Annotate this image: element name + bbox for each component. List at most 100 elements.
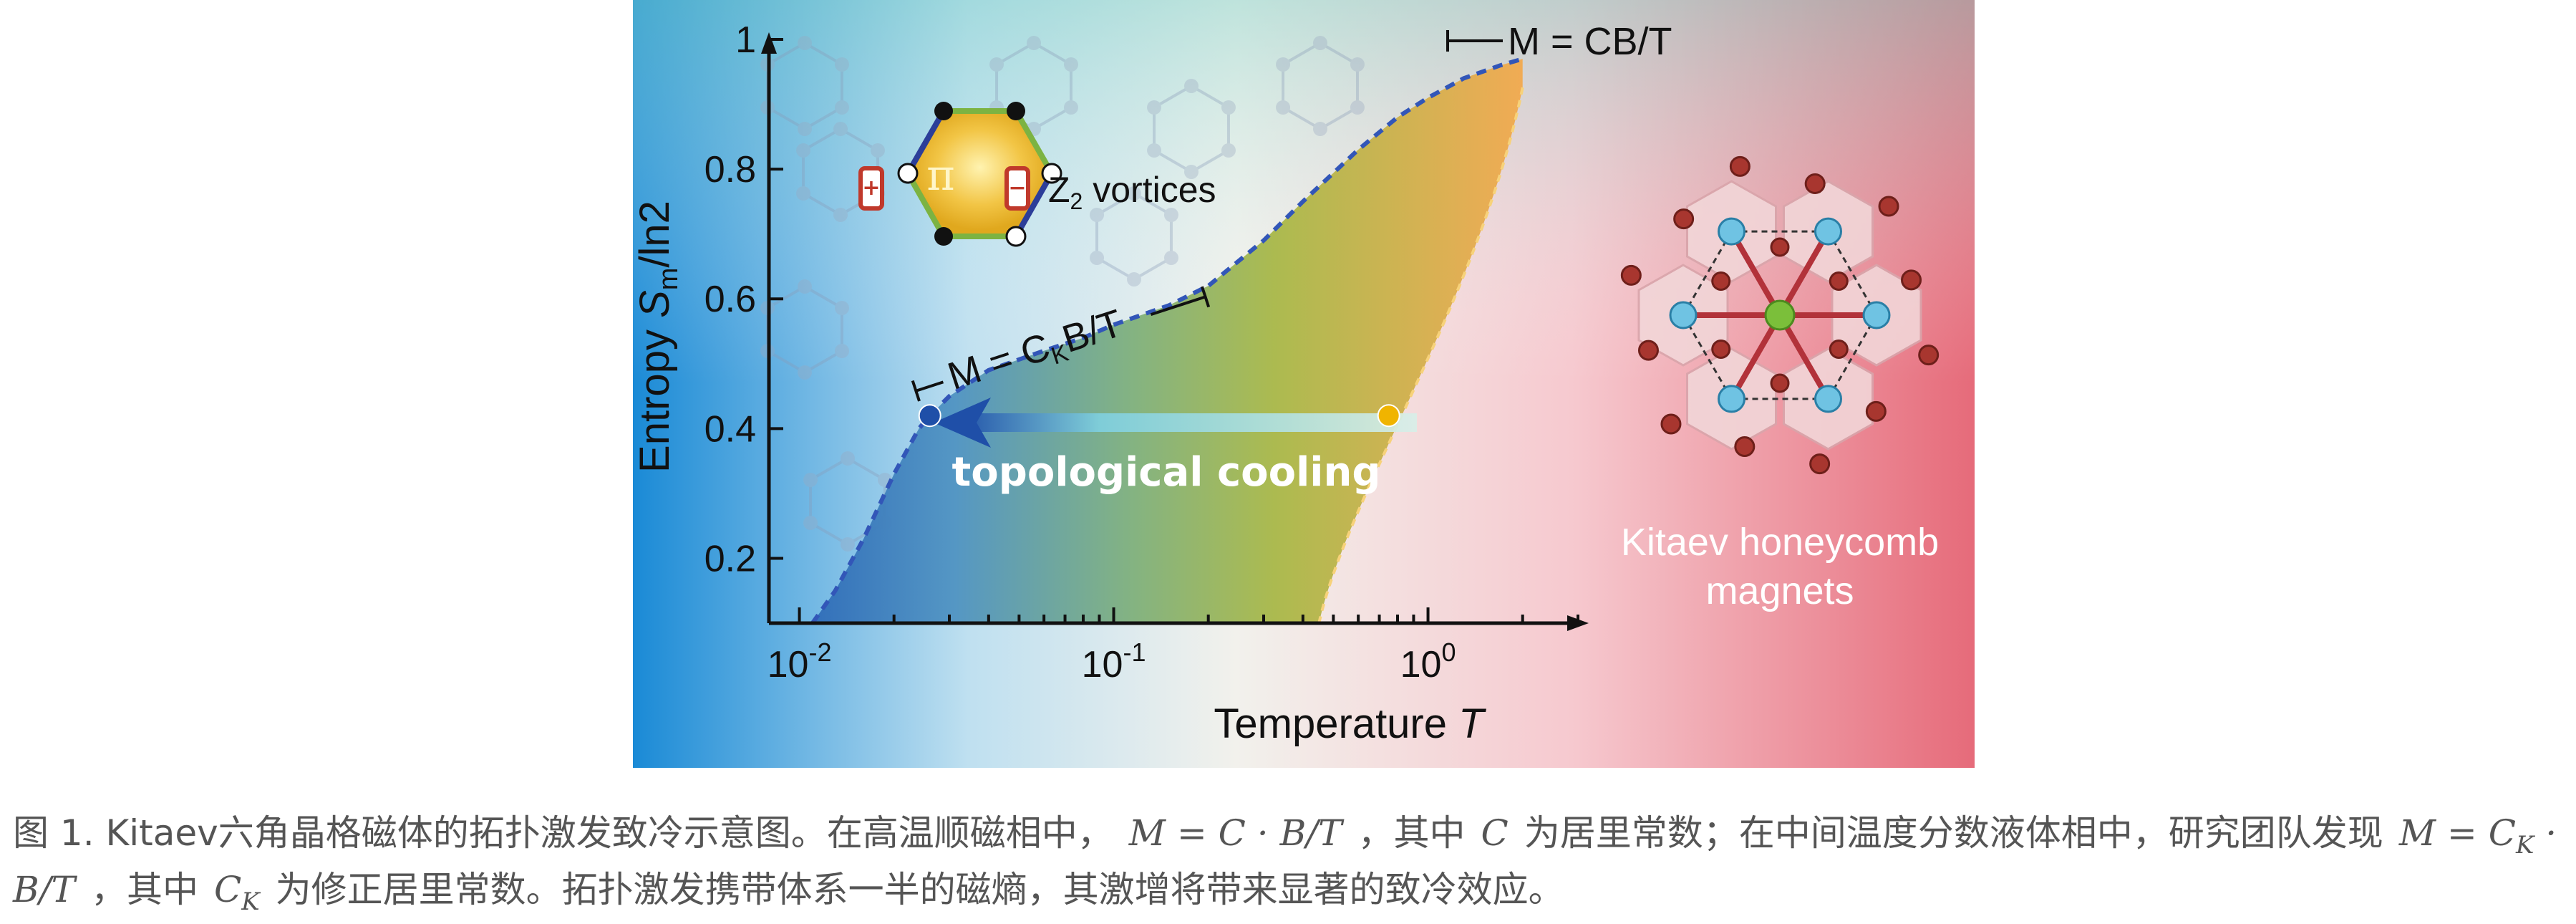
x-ticks: 10-2 10-1 100 bbox=[768, 607, 1579, 685]
lattice-site bbox=[841, 537, 855, 552]
caption-math-3-suffix: · B/T bbox=[13, 812, 2557, 910]
x-tick-base: 10 bbox=[768, 644, 809, 685]
lattice-hexagon bbox=[809, 456, 886, 547]
caption-text-2: ，其中 bbox=[1357, 812, 1466, 854]
cooling-arrow-shaft bbox=[962, 413, 1417, 432]
lattice-site bbox=[841, 451, 855, 466]
caption-math-2: C bbox=[1481, 812, 1509, 854]
hex-edge bbox=[905, 172, 946, 238]
top-curie-annotation: M = CB/T bbox=[1446, 20, 1672, 63]
caption-math-4-prefix: C bbox=[213, 869, 242, 910]
caption-text-1: 图 1. Kitaev六角晶格磁体的拓扑激发致冷示意图。在高温顺磁相中， bbox=[13, 812, 1113, 854]
x-tick-exponent: -1 bbox=[1123, 637, 1146, 667]
lattice-site-filled bbox=[1007, 102, 1025, 120]
cooling-arrow-head bbox=[934, 398, 991, 448]
metal-ion bbox=[1814, 385, 1842, 413]
lattice-site bbox=[833, 122, 848, 136]
y-axis-arrowhead bbox=[761, 32, 777, 54]
dashed-bond bbox=[1682, 314, 1733, 400]
bond bbox=[1777, 230, 1831, 317]
top-curie-label: M = CB/T bbox=[1508, 20, 1672, 63]
bond bbox=[1729, 314, 1783, 400]
ligand-atom bbox=[1711, 271, 1731, 291]
lattice-site bbox=[1027, 36, 1041, 50]
ligand-atom bbox=[1878, 196, 1899, 217]
lattice-site bbox=[1127, 186, 1141, 201]
lattice-site bbox=[834, 344, 849, 358]
bond bbox=[1777, 314, 1831, 400]
metal-ion bbox=[1718, 217, 1745, 246]
lattice-site bbox=[1221, 143, 1236, 158]
ligand-atom bbox=[1804, 173, 1826, 194]
caption-text-3: 为居里常数；在中间温度分数液体相中，研究团队发现 bbox=[1524, 812, 2383, 854]
caption-text-5: 为修正居里常数。拓扑激发携带体系一半的磁熵，其激增将带来显著的致冷效应。 bbox=[275, 869, 1564, 910]
figure: 0.2 0.4 0.6 0.8 1 10-2 10-1 100 Temperature T … bbox=[633, 0, 1975, 768]
x-tick-exponent: 0 bbox=[1441, 637, 1456, 667]
ligand-atom bbox=[1809, 453, 1831, 475]
y-tick-label: 0.6 bbox=[704, 279, 756, 320]
state-points bbox=[918, 404, 1400, 428]
metal-ion bbox=[1718, 385, 1745, 413]
caption-math-3-sub: K bbox=[2515, 831, 2534, 860]
lattice-site bbox=[1127, 272, 1141, 287]
lattice-hexagon bbox=[802, 127, 879, 217]
y-tick-label: 0.2 bbox=[704, 538, 756, 579]
y-axis-label-var: S bbox=[633, 290, 678, 318]
dashed-bond bbox=[1682, 231, 1733, 316]
metal-ion bbox=[1862, 301, 1891, 329]
lattice-site bbox=[1090, 251, 1105, 265]
ligand-atom bbox=[1901, 269, 1922, 291]
lattice-site bbox=[1063, 100, 1078, 115]
lattice-site bbox=[803, 516, 818, 530]
caption-math-3-prefix: M = C bbox=[2398, 812, 2516, 854]
lattice-site bbox=[1350, 100, 1365, 115]
y-axis-label-sub: m bbox=[654, 268, 684, 291]
magnet-label-line2: magnets bbox=[1705, 569, 1854, 612]
y-tick-label: 0.4 bbox=[704, 408, 756, 450]
lattice-site bbox=[798, 279, 812, 294]
figure-caption: 图 1. Kitaev六角晶格磁体的拓扑激发致冷示意图。在高温顺磁相中， M = … bbox=[13, 811, 2572, 924]
ligand-atom bbox=[1829, 340, 1849, 359]
y-tick-label: 0.8 bbox=[704, 149, 756, 191]
y-axis-label-text: Entropy bbox=[633, 329, 678, 473]
lattice-site-filled bbox=[934, 227, 953, 246]
ligand-atom bbox=[1734, 436, 1756, 458]
plus-sign: + bbox=[862, 175, 880, 201]
lattice-site bbox=[834, 57, 849, 72]
caption-math-4: CK bbox=[213, 869, 260, 916]
lattice-site-open bbox=[1041, 163, 1062, 184]
lattice-hexagon bbox=[1095, 191, 1173, 281]
lattice-site bbox=[1313, 122, 1327, 136]
caption-math-1: M = C · B/T bbox=[1128, 812, 1342, 854]
magnet-label-line1: Kitaev honeycomb bbox=[1621, 521, 1939, 564]
lattice-site-open bbox=[1005, 226, 1027, 247]
y-axis-label-suffix: /ln2 bbox=[633, 201, 678, 268]
state-point bbox=[918, 404, 941, 428]
lattice-site bbox=[1163, 251, 1178, 265]
lattice-site bbox=[1184, 79, 1199, 93]
y-tick-label: 1 bbox=[735, 19, 756, 61]
lattice-site bbox=[1276, 100, 1291, 115]
caption-math-3: M = CK · B/T bbox=[13, 812, 2557, 910]
ligand-atom bbox=[1711, 340, 1731, 359]
caption-text-4: ，其中 bbox=[90, 869, 198, 910]
majorana-minus-marker bbox=[1004, 166, 1030, 211]
lattice-site bbox=[1276, 57, 1291, 72]
vortex-label-sub: 2 bbox=[1070, 188, 1083, 214]
lattice-site bbox=[1063, 57, 1078, 72]
lattice-site bbox=[834, 100, 849, 115]
lattice-site bbox=[1313, 36, 1327, 50]
lattice-site bbox=[1147, 143, 1162, 158]
vortex-label-z: Z bbox=[1048, 170, 1070, 210]
entropy-curve bbox=[810, 57, 1524, 625]
lattice-site bbox=[796, 143, 811, 158]
y-ticks: 0.2 0.4 0.6 0.8 1 bbox=[704, 19, 783, 579]
x-tick-exponent: -2 bbox=[808, 637, 831, 667]
ligand-atom bbox=[1770, 237, 1790, 257]
ligand-atom bbox=[1637, 340, 1659, 361]
majorana-plus-marker bbox=[858, 166, 884, 211]
minus-sign: − bbox=[1008, 175, 1026, 201]
hex-edge bbox=[1013, 110, 1055, 175]
ligand-atom bbox=[1770, 373, 1790, 393]
kitaev-crystal-structure-illustration bbox=[1620, 155, 1940, 475]
